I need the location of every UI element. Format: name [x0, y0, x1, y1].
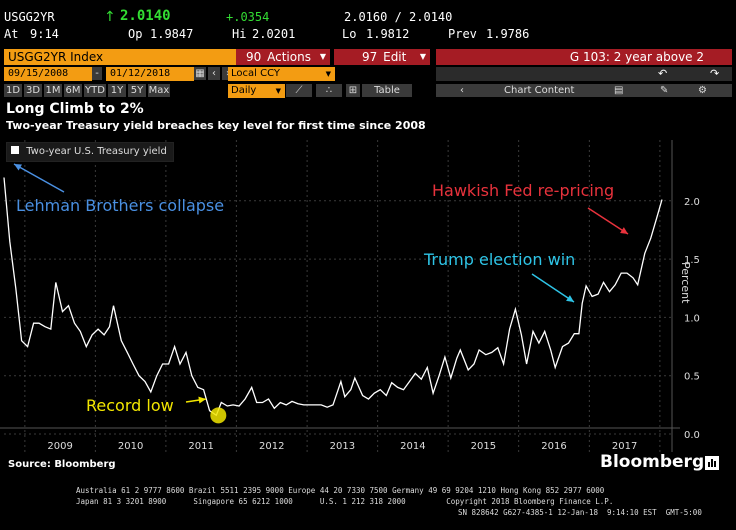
prev-label: Prev	[448, 27, 477, 41]
bloomberg-logo-text: Bloomberg	[600, 452, 705, 472]
y-tick-label: 1.5	[684, 255, 700, 266]
date-separator: -	[92, 67, 102, 80]
arrow-record-low	[185, 396, 207, 404]
legend-swatch	[11, 146, 19, 154]
dotted-chart-icon[interactable]: ∴	[316, 84, 342, 97]
record-low-marker	[210, 407, 227, 424]
edit-label: Edit	[383, 50, 407, 64]
series-line-two-year-yield	[3, 177, 663, 417]
chevron-down-icon: ▼	[275, 87, 281, 95]
high-label: Hi	[232, 27, 247, 41]
table-button[interactable]: Table	[362, 84, 412, 97]
x-tick-label: 2014	[400, 441, 425, 452]
page-info-bar: G 103: 2 year above 2	[436, 49, 732, 65]
y-tick-label: 0.0	[684, 430, 700, 441]
open-label: Op	[128, 27, 143, 41]
chevron-down-icon: ▼	[325, 70, 331, 78]
chart-subtitle: Two-year Treasury yield breaches key lev…	[6, 119, 426, 132]
last-price: 2.0140	[120, 8, 171, 24]
currency-value: Local CCY	[231, 68, 280, 79]
range-button-max[interactable]: Max	[148, 84, 170, 97]
annotation-trump: Trump election win	[424, 250, 576, 269]
edit-number: 97	[362, 50, 378, 64]
x-tick-label: 2012	[259, 441, 284, 452]
y-tick-label: 2.0	[684, 197, 700, 208]
up-arrow-icon: ↑	[104, 9, 116, 25]
prev-value: 1.9786	[486, 27, 530, 41]
edit-pencil-icon[interactable]: ✎	[660, 85, 669, 96]
open-value: 1.9847	[150, 27, 194, 41]
x-tick-label: 2015	[471, 441, 496, 452]
range-button-1y[interactable]: 1Y	[108, 84, 126, 97]
range-button-1d[interactable]: 1D	[4, 84, 22, 97]
x-tick-label: 2016	[541, 441, 566, 452]
chart-settings-icon[interactable]: ▤	[614, 85, 624, 96]
low-label: Lo	[342, 27, 357, 41]
x-tick-label: 2009	[47, 441, 72, 452]
chevron-down-icon: ▼	[319, 52, 326, 61]
x-tick-label: 2013	[330, 441, 355, 452]
time-value: 9:14	[30, 27, 59, 41]
frequency-select[interactable]: Daily ▼	[228, 84, 285, 98]
frequency-value: Daily	[231, 85, 257, 96]
chart-title: Long Climb to 2%	[6, 101, 144, 117]
edit-menu-button[interactable]: 97 Edit ▼	[334, 49, 430, 65]
arrow-trump	[531, 273, 575, 303]
chart-tools-icon[interactable]: ⊞	[346, 84, 360, 97]
chart-content-button[interactable]: Chart Content	[504, 85, 575, 96]
currency-select[interactable]: Local CCY ▼	[228, 67, 335, 81]
contact-line-3: SN 828642 G627-4385-1 12-Jan-18 9:14:10 …	[458, 508, 702, 517]
actions-number: 90	[246, 50, 262, 64]
annotation-record-low: Record low	[86, 396, 174, 415]
arrow-hawkish-fed	[587, 207, 629, 235]
end-date-field[interactable]: 01/12/2018	[106, 67, 194, 81]
chevron-left-icon[interactable]: ‹	[460, 85, 464, 96]
range-button-6m[interactable]: 6M	[64, 84, 82, 97]
annotation-hawkish-fed: Hawkish Fed re-pricing	[432, 181, 615, 200]
calendar-icon[interactable]: ▦	[194, 67, 206, 80]
contact-line-1: Australia 61 2 9777 8600 Brazil 5511 239…	[76, 486, 605, 495]
chart-content-bar: ‹ Chart Content ▤ ✎ ⚙	[436, 84, 732, 97]
redo-arrow-icon[interactable]: ↷	[710, 67, 720, 80]
range-button-1m[interactable]: 1M	[44, 84, 62, 97]
security-field[interactable]: USGG2YR Index	[4, 49, 236, 65]
y-tick-label: 1.0	[684, 313, 700, 324]
chevron-left-icon[interactable]: ‹	[208, 67, 220, 80]
legend-label: Two-year U.S. Treasury yield	[26, 146, 167, 157]
legend: Two-year U.S. Treasury yield	[6, 142, 174, 162]
y-axis-label: Percent	[679, 262, 692, 304]
actions-menu-button[interactable]: 90 Actions ▼	[236, 49, 330, 65]
ticker: USGG2YR	[4, 10, 55, 24]
range-button-3d[interactable]: 3D	[24, 84, 42, 97]
contact-line-2: Japan 81 3 3201 8900 Singapore 65 6212 1…	[76, 497, 614, 506]
actions-label: Actions	[267, 50, 311, 64]
start-date-field[interactable]: 09/15/2008	[4, 67, 92, 81]
x-tick-label: 2011	[188, 441, 213, 452]
x-tick-label: 2017	[612, 441, 637, 452]
line-chart-icon[interactable]: ⟋	[286, 84, 312, 97]
page-info-text: G 103: 2 year above 2	[569, 50, 704, 64]
gear-icon[interactable]: ⚙	[698, 85, 707, 96]
annotation-lehman: Lehman Brothers collapse	[16, 196, 225, 215]
time-label: At	[4, 27, 19, 41]
arrow-lehman	[13, 163, 65, 193]
y-tick-label: 0.5	[684, 372, 700, 383]
undo-arrow-icon[interactable]: ↶	[658, 67, 668, 80]
low-value: 1.9812	[366, 27, 410, 41]
source-text: Source: Bloomberg	[8, 459, 116, 470]
range-button-ytd[interactable]: YTD	[84, 84, 106, 97]
nav-bar: ↶ ↷	[436, 67, 732, 81]
change-value: +.0354	[226, 10, 270, 24]
chevron-down-icon: ▼	[419, 52, 426, 61]
bid-ask: 2.0160 / 2.0140	[344, 10, 453, 24]
x-tick-label: 2010	[118, 441, 143, 452]
high-value: 2.0201	[252, 27, 296, 41]
bloomberg-logo-icon	[705, 456, 719, 470]
range-button-5y[interactable]: 5Y	[128, 84, 146, 97]
